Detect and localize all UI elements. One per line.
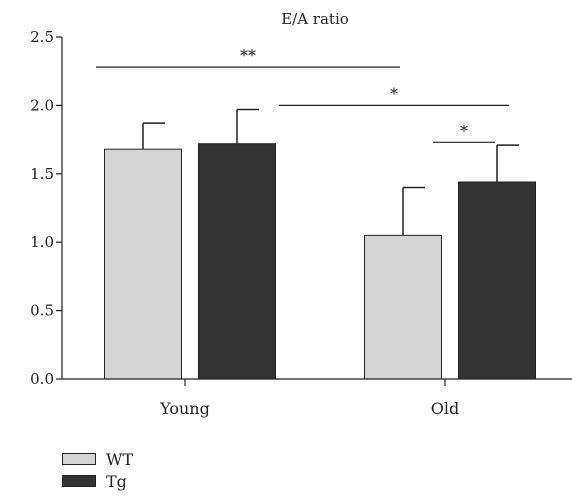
y-tick-label-1: 0.5	[30, 302, 54, 320]
chart-title: E/A ratio	[281, 10, 349, 28]
y-tick-label-2: 1.0	[30, 233, 54, 251]
significance-label-2: *	[460, 121, 468, 140]
significance-label-1: *	[390, 84, 398, 103]
axes	[61, 37, 572, 380]
x-tick-label-young: Young	[159, 399, 210, 418]
x-axis-ticks: Young Old	[159, 379, 459, 418]
legend-label-wt: WT	[106, 449, 134, 469]
y-tick-label-5: 2.5	[30, 28, 54, 46]
y-tick-label-3: 1.5	[30, 165, 54, 183]
bar-young-wt	[104, 148, 182, 380]
y-axis-ticks: 0.0 0.5 1.0 1.5 2.0 2.5	[30, 28, 62, 388]
legend-swatch-wt	[62, 453, 96, 465]
y-tick-label-0: 0.0	[30, 370, 54, 388]
legend: WT Tg	[62, 448, 133, 492]
legend-swatch-tg	[62, 475, 96, 487]
significance-label-0: **	[240, 46, 256, 65]
legend-label-tg: Tg	[106, 471, 127, 491]
bars	[104, 108, 536, 380]
significance-brackets: ****	[96, 46, 509, 143]
y-tick-label-4: 2.0	[30, 96, 54, 114]
x-tick-label-old: Old	[431, 399, 459, 418]
legend-item-tg: Tg	[62, 470, 133, 492]
bar-old-wt	[364, 234, 442, 380]
bar-young-tg	[198, 143, 276, 380]
legend-item-wt: WT	[62, 448, 133, 470]
bar-old-tg	[458, 181, 536, 380]
